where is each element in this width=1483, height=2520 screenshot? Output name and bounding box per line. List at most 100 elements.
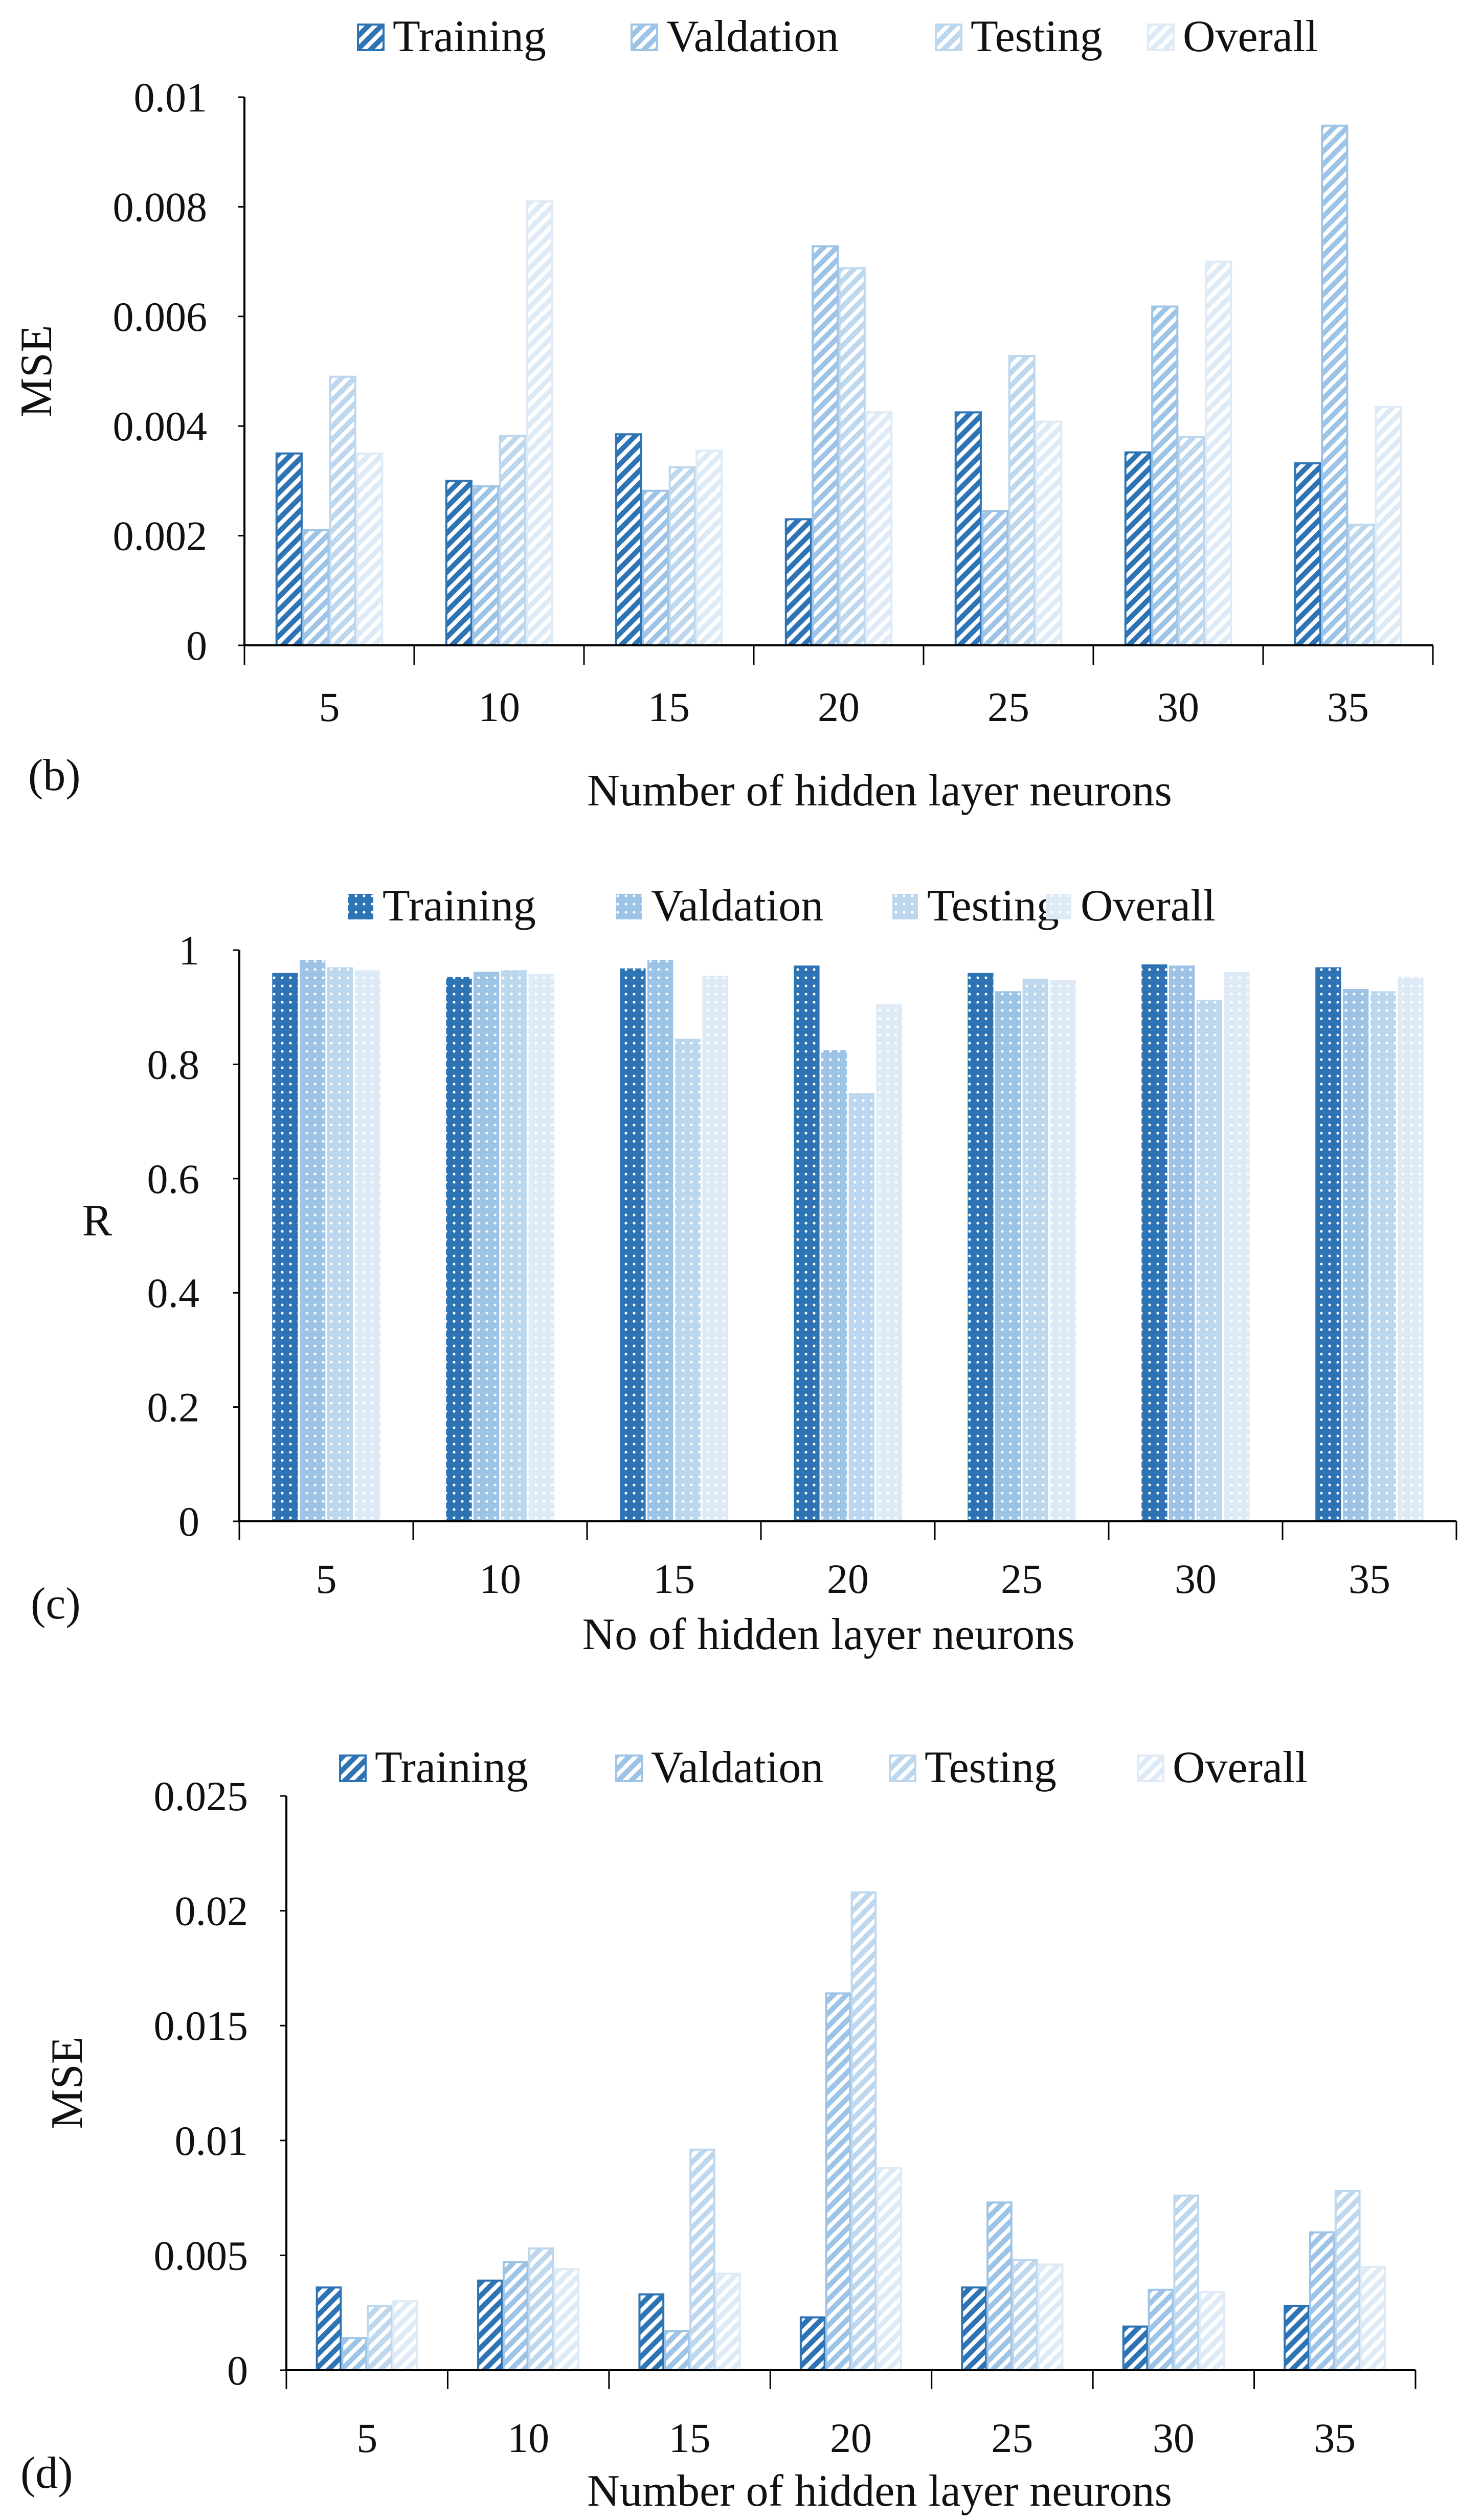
bar-overall-20 bbox=[876, 2167, 903, 2372]
bar-validation-20 bbox=[812, 245, 839, 647]
x-tick-label: 35 bbox=[1349, 1556, 1390, 1602]
bar-validation-5 bbox=[302, 529, 330, 646]
bar-testing-25 bbox=[1022, 978, 1049, 1521]
bar-overall-30 bbox=[1205, 260, 1232, 647]
x-tick-label: 15 bbox=[669, 2415, 711, 2461]
x-tick-label: 30 bbox=[1153, 2415, 1195, 2461]
bar-overall-5 bbox=[354, 970, 380, 1521]
bar-overall-5 bbox=[356, 452, 384, 646]
bar-testing-25 bbox=[1008, 354, 1036, 646]
chart-panel-1: Training Valdation Testing Overall 0 0.2 0.4 0.… bbox=[31, 881, 1457, 1659]
x-axis-title: Number of hidden layer neurons bbox=[587, 766, 1172, 816]
x-tick-label: 25 bbox=[1001, 1556, 1043, 1602]
x-tick-label: 25 bbox=[987, 684, 1029, 730]
bar-training-20 bbox=[784, 518, 812, 646]
bar-validation-30 bbox=[1151, 305, 1179, 646]
bar-overall-10 bbox=[528, 974, 554, 1521]
bar-training-20 bbox=[794, 965, 820, 1521]
bar-overall-15 bbox=[714, 2272, 741, 2371]
legend-swatch-training bbox=[339, 1754, 367, 1782]
chart-panel-0: Training Valdation Testing Overall 0 0.002 0.0… bbox=[12, 12, 1434, 816]
legend-swatch-overall bbox=[1137, 1754, 1164, 1782]
bar-validation-30 bbox=[1169, 965, 1195, 1521]
bar-overall-30 bbox=[1224, 972, 1250, 1521]
legend-label-validation: Valdation bbox=[666, 12, 839, 61]
legend-swatch-validation bbox=[615, 1754, 643, 1782]
bar-testing-20 bbox=[848, 1093, 875, 1521]
bar-validation-20 bbox=[825, 1992, 851, 2371]
bar-overall-15 bbox=[695, 449, 723, 646]
bar-overall-25 bbox=[1037, 2263, 1064, 2372]
bar-testing-20 bbox=[838, 267, 866, 646]
y-tick-label: 0 bbox=[186, 622, 207, 669]
x-tick-label: 25 bbox=[991, 2415, 1033, 2461]
legend-swatch-testing bbox=[892, 894, 918, 919]
bar-testing-30 bbox=[1178, 436, 1205, 646]
y-axis-title: MSE bbox=[12, 325, 61, 418]
y-axis-title: MSE bbox=[42, 2037, 92, 2129]
x-tick-label: 15 bbox=[648, 684, 690, 730]
y-tick-label: 0.01 bbox=[134, 74, 208, 121]
bar-testing-10 bbox=[501, 970, 527, 1521]
x-axis-title: No of hidden layer neurons bbox=[582, 1610, 1075, 1659]
bar-overall-10 bbox=[526, 200, 553, 646]
y-tick-label: 0 bbox=[178, 1498, 199, 1545]
bar-testing-5 bbox=[329, 375, 356, 646]
bar-testing-5 bbox=[327, 967, 353, 1521]
bar-training-25 bbox=[954, 411, 982, 647]
chart-panel-2: Training Valdation Testing Overall 0 0.005 0.0… bbox=[20, 1743, 1417, 2516]
y-axis-title: R bbox=[82, 1196, 113, 1246]
y-tick-label: 1 bbox=[178, 927, 199, 974]
y-tick-label: 0.008 bbox=[113, 184, 208, 230]
bar-training-30 bbox=[1122, 2325, 1149, 2371]
bar-testing-15 bbox=[668, 466, 696, 646]
bar-validation-15 bbox=[664, 2330, 690, 2372]
bar-training-10 bbox=[445, 480, 473, 647]
bar-testing-10 bbox=[528, 2247, 554, 2371]
bar-testing-20 bbox=[850, 1891, 877, 2372]
bar-validation-15 bbox=[647, 959, 673, 1521]
bar-training-35 bbox=[1294, 462, 1321, 646]
bar-testing-15 bbox=[689, 2148, 715, 2372]
bar-validation-30 bbox=[1148, 2288, 1174, 2371]
bar-training-35 bbox=[1315, 967, 1341, 1521]
bar-overall-35 bbox=[1360, 2265, 1386, 2371]
x-tick-label: 10 bbox=[507, 2415, 549, 2461]
bar-overall-15 bbox=[702, 976, 728, 1521]
legend-swatch-training bbox=[348, 894, 373, 919]
legend-label-testing: Testing bbox=[927, 881, 1059, 931]
bar-training-5 bbox=[272, 973, 298, 1521]
bar-validation-25 bbox=[995, 991, 1021, 1521]
legend-label-overall: Overall bbox=[1173, 1743, 1308, 1792]
bar-training-10 bbox=[446, 977, 472, 1521]
bar-training-30 bbox=[1141, 964, 1167, 1521]
bar-training-25 bbox=[968, 973, 994, 1521]
bar-validation-5 bbox=[299, 959, 326, 1521]
bar-training-25 bbox=[961, 2286, 987, 2372]
bar-overall-35 bbox=[1375, 406, 1402, 646]
y-tick-label: 0.025 bbox=[154, 1773, 249, 1819]
bar-overall-30 bbox=[1199, 2291, 1225, 2371]
y-tick-label: 0.6 bbox=[147, 1156, 200, 1202]
legend-label-testing: Testing bbox=[925, 1743, 1057, 1792]
legend-swatch-validation bbox=[616, 894, 642, 919]
bar-training-15 bbox=[615, 433, 642, 647]
legend-label-training: Training bbox=[383, 881, 536, 931]
bar-training-30 bbox=[1124, 451, 1152, 646]
x-tick-label: 15 bbox=[653, 1556, 695, 1602]
bar-validation-20 bbox=[821, 1050, 847, 1521]
legend-label-validation: Valdation bbox=[651, 881, 823, 931]
x-tick-label: 20 bbox=[818, 684, 860, 730]
bar-testing-35 bbox=[1370, 991, 1397, 1521]
y-tick-label: 0.002 bbox=[113, 513, 208, 559]
y-tick-label: 0.4 bbox=[147, 1270, 200, 1316]
y-tick-label: 0.01 bbox=[175, 2118, 249, 2164]
legend-label-overall: Overall bbox=[1183, 12, 1318, 61]
legend-swatch-overall bbox=[1147, 24, 1175, 51]
y-tick-label: 0.8 bbox=[147, 1041, 200, 1088]
bar-validation-25 bbox=[986, 2201, 1013, 2371]
x-tick-label: 30 bbox=[1175, 1556, 1217, 1602]
bar-testing-35 bbox=[1347, 524, 1375, 647]
